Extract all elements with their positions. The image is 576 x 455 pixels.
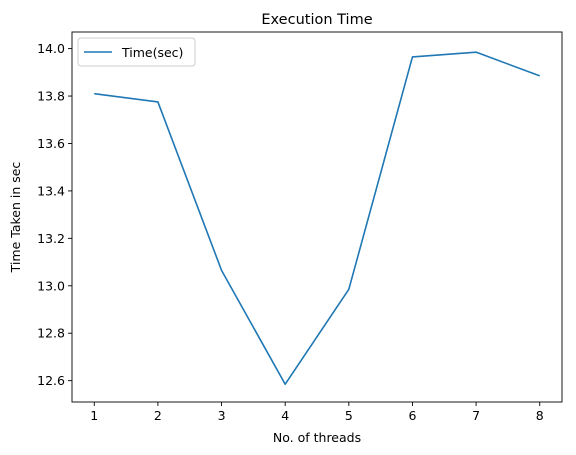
y-tick-label: 13.2 <box>37 231 65 246</box>
legend-box <box>77 37 196 67</box>
data-point <box>412 56 414 58</box>
y-tick-label: 14.0 <box>37 41 65 56</box>
x-tick-label: 4 <box>281 408 289 423</box>
data-point <box>157 101 159 103</box>
data-point <box>475 51 477 53</box>
data-point <box>221 270 223 272</box>
y-tick-label: 13.6 <box>37 136 65 151</box>
x-tick-label: 6 <box>408 408 416 423</box>
data-point <box>284 383 286 385</box>
y-tick-label: 12.8 <box>37 326 65 341</box>
data-point <box>348 289 350 291</box>
axes-frame <box>71 31 563 403</box>
x-tick-label: 7 <box>472 408 480 423</box>
y-tick-label: 13.8 <box>37 89 65 104</box>
x-tick-label: 1 <box>90 408 98 423</box>
x-tick-label: 8 <box>536 408 544 423</box>
x-tick-label: 3 <box>218 408 226 423</box>
y-tick-label: 12.6 <box>37 373 65 388</box>
chart-title: Execution Time <box>261 12 372 28</box>
data-point <box>93 93 95 95</box>
x-axis-label: No. of threads <box>273 430 361 445</box>
data-point <box>539 75 541 77</box>
y-tick-label: 13.4 <box>37 183 65 198</box>
y-tick-label: 13.0 <box>37 278 65 293</box>
x-tick-label: 2 <box>154 408 162 423</box>
plot-area: 1 2 3 4 5 6 7 8 12.6 12.8 13.0 13.2 13.4 13.6 13.8 14.0 <box>37 41 544 423</box>
y-axis-label: Time Taken in sec <box>8 162 23 274</box>
series-line <box>94 51 541 386</box>
legend-label: Time(sec) <box>121 45 183 60</box>
x-tick-label: 5 <box>345 408 353 423</box>
legend: Time(sec) <box>77 37 196 67</box>
